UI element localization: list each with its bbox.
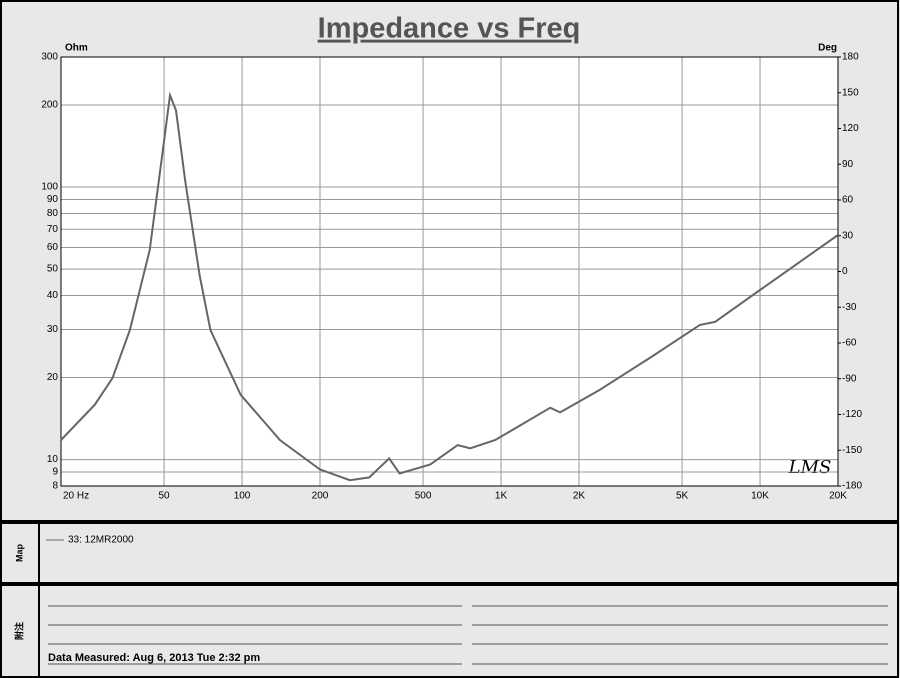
x-tick-label: 10K [751,491,769,502]
note-lines [48,605,888,665]
chart-title: Impedance vs Freq [318,13,581,45]
y-tick-label: 50 [47,264,59,275]
y-tick-label: 200 [41,100,58,111]
y-axis-label: Ohm [65,43,88,54]
y2-tick-label: 180 [842,52,859,63]
map-panel [0,522,899,584]
y-tick-label: 40 [47,290,59,301]
y-tick-label: 30 [47,324,59,335]
y-tick-label: 20 [47,372,59,383]
y2-tick-label: 0 [842,266,848,277]
plot-border [60,56,839,487]
y-tick-label: 10 [47,454,59,465]
y2-tick-label: 150 [842,87,859,98]
x-tick-label: 500 [415,491,432,502]
y2-axis-label: Deg [818,43,837,54]
y2-tick-label: -60 [842,338,857,349]
x-tick-label: 100 [234,491,251,502]
y2-tick-label: -120 [842,409,862,420]
y2-tick-label: -150 [842,445,862,456]
y2-tick-label: -30 [842,302,857,313]
x-tick-label: 20K [829,491,847,502]
x-tick-label: 1K [495,491,508,502]
y-tick-label: 8 [52,481,58,492]
notes-label: 附注 [13,622,24,640]
y2-tick-label: 90 [842,159,854,170]
y2-tick-label: 30 [842,230,854,241]
map-label: Map [14,543,24,562]
y-tick-label: 9 [52,467,58,478]
y-tick-label: 80 [47,208,59,219]
y2-tick-label: 120 [842,123,859,134]
x-tick-label: 50 [159,491,171,502]
y-tick-label: 100 [41,182,58,193]
watermark: LMS [788,457,832,478]
y-tick-label: 60 [47,242,59,253]
legend-label: 33: 12MR2000 [68,535,134,546]
x-tick-label: 5K [676,491,689,502]
x-tick-label: 200 [312,491,329,502]
x-tick-label: 20 Hz [63,491,89,502]
y2-tick-label: -90 [842,373,857,384]
x-tick-label: 2K [573,491,586,502]
notes-panel [0,584,899,678]
impedance-line [60,91,839,482]
y2-tick-label: -180 [842,481,862,492]
y-tick-label: 90 [47,194,59,205]
y-tick-label: 70 [47,224,59,235]
y-tick-label: 300 [41,52,58,63]
y2-tick-label: 60 [842,195,854,206]
measured-date: Data Measured: Aug 6, 2013 Tue 2:32 pm [48,652,260,664]
